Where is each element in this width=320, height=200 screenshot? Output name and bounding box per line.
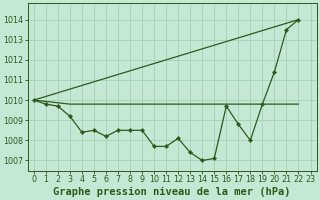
- X-axis label: Graphe pression niveau de la mer (hPa): Graphe pression niveau de la mer (hPa): [53, 186, 291, 197]
